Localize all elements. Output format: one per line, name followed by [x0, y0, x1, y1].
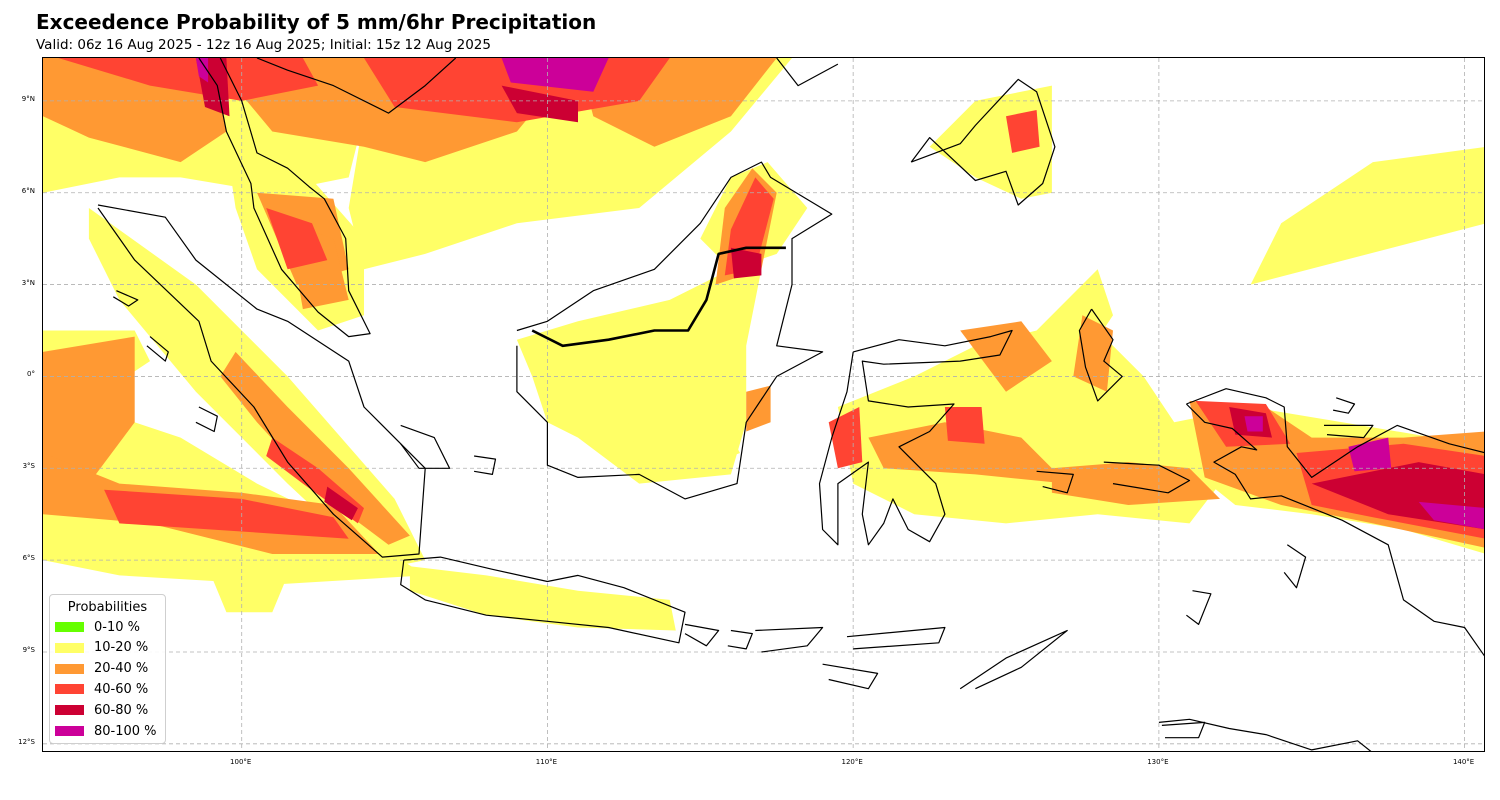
- lon-tick-label: 140°E: [1452, 758, 1475, 766]
- precip-area-level-3: [828, 407, 863, 469]
- lat-tick-label: 9°N: [21, 94, 35, 103]
- legend-item: 80-100 %: [55, 722, 157, 740]
- coastline-yapen: [1324, 424, 1374, 439]
- map-area[interactable]: [42, 57, 1485, 752]
- legend-swatch: [55, 684, 84, 695]
- coastline-halmahera: [1078, 308, 1123, 402]
- legend-item: 60-80 %: [55, 701, 148, 719]
- coastlines: [97, 58, 1484, 751]
- coastline-sumbawa: [755, 626, 824, 653]
- coastline-mindanao: [910, 78, 1056, 206]
- legend-swatch: [55, 726, 84, 736]
- page-title: Exceedence Probability of 5 mm/6hr Preci…: [36, 10, 597, 34]
- lon-tick-label: 130°E: [1147, 758, 1169, 766]
- coastline-flores: [846, 626, 946, 650]
- coastline-borneo: [516, 161, 833, 500]
- precip-area-level-5: [195, 58, 209, 83]
- lat-tick-label: 6°S: [22, 554, 35, 563]
- coastline-bali: [684, 623, 720, 647]
- legend-item: 0-10 %: [55, 618, 140, 636]
- lat-tick-label: 3°S: [22, 462, 35, 471]
- coastline-simeulue: [112, 290, 139, 307]
- coastline-belitung: [473, 455, 497, 475]
- lat-tick-label: 12°S: [18, 737, 35, 746]
- legend-label: 60-80 %: [94, 702, 149, 718]
- legend-item: 20-40 %: [55, 660, 148, 678]
- coastline-lombok: [727, 629, 753, 650]
- coastline-java: [400, 556, 686, 644]
- legend-label: 0-10 %: [94, 619, 140, 635]
- precip-area-level-2: [1051, 462, 1220, 505]
- precip-area-level-3: [58, 58, 319, 101]
- legend-swatch: [55, 642, 84, 653]
- precip-area-level-5: [501, 58, 609, 92]
- precip-area-level-4: [324, 486, 358, 521]
- lon-tick-label: 120°E: [841, 758, 863, 766]
- legend-title: Probabilities: [67, 600, 148, 615]
- coastline-palawan-edge: [776, 58, 839, 87]
- precip-area-level-5: [1418, 501, 1484, 530]
- legend: Probabilities 0-10 % 10-20 % 20-40 % 40-60 …: [49, 594, 166, 744]
- coastline-aru: [1283, 544, 1307, 589]
- coastline-borneo-border: [531, 246, 786, 348]
- precip-area-level-3: [266, 208, 328, 270]
- coastline-malay-peninsula: [198, 58, 371, 338]
- coastline-siberut: [195, 406, 218, 433]
- coastline-seram: [1103, 461, 1191, 494]
- precip-area-level-1: [623, 407, 740, 469]
- coastline-indochina: [256, 58, 457, 114]
- page-subtitle: Valid: 06z 16 Aug 2025 - 12z 16 Aug 2025…: [36, 37, 491, 53]
- coastline-biak: [1332, 397, 1356, 414]
- legend-swatch: [55, 663, 84, 674]
- coastline-new-guinea: [1185, 388, 1484, 657]
- legend-label: 10-20 %: [94, 640, 149, 656]
- legend-item: 40-60 %: [55, 680, 148, 698]
- precip-area-level-2: [43, 336, 135, 484]
- coastline-tanimbar: [1186, 590, 1212, 626]
- coastline-nias: [146, 336, 169, 362]
- precip-area-level-2: [746, 385, 771, 432]
- precip-area-level-2: [220, 351, 410, 545]
- coastline-sulawesi: [818, 329, 1013, 546]
- precip-area-level-1: [211, 575, 288, 613]
- precip-area-level-3: [104, 489, 349, 539]
- coastline-sumba: [822, 663, 879, 690]
- precip-area-level-1: [1250, 147, 1484, 285]
- lat-tick-label: 0°: [27, 370, 35, 379]
- lon-tick-label: 110°E: [535, 758, 558, 766]
- legend-swatch: [55, 705, 84, 716]
- precip-area-level-4: [501, 85, 578, 123]
- coastline-timor: [959, 629, 1068, 690]
- precip-area-level-3: [1006, 110, 1040, 153]
- lon-tick-label: 100°E: [230, 758, 252, 766]
- precip-area-level-3: [944, 407, 985, 444]
- coastline-sumatra: [97, 204, 426, 558]
- precip-area-level-5: [1244, 416, 1263, 432]
- legend-swatch: [55, 622, 84, 632]
- legend-item: 10-20 %: [55, 639, 148, 657]
- precip-layer: [43, 58, 1484, 631]
- coastline-buru: [1036, 470, 1074, 494]
- coastline-australia-north: [1158, 718, 1372, 751]
- legend-label: 40-60 %: [94, 681, 149, 697]
- precip-area-level-1: [409, 566, 676, 631]
- coastline-melville: [1161, 721, 1206, 739]
- precip-area-level-2: [1073, 315, 1113, 392]
- lat-tick-label: 3°N: [21, 278, 35, 287]
- lat-tick-label: 6°N: [21, 186, 35, 195]
- lat-tick-label: 9°S: [22, 645, 35, 654]
- coastline-bangka: [400, 424, 451, 469]
- legend-label: 20-40 %: [94, 661, 149, 677]
- precip-area-level-4: [730, 247, 762, 279]
- legend-label: 80-100 %: [94, 723, 157, 739]
- map-svg: [43, 58, 1484, 751]
- precip-area-level-2: [960, 321, 1052, 392]
